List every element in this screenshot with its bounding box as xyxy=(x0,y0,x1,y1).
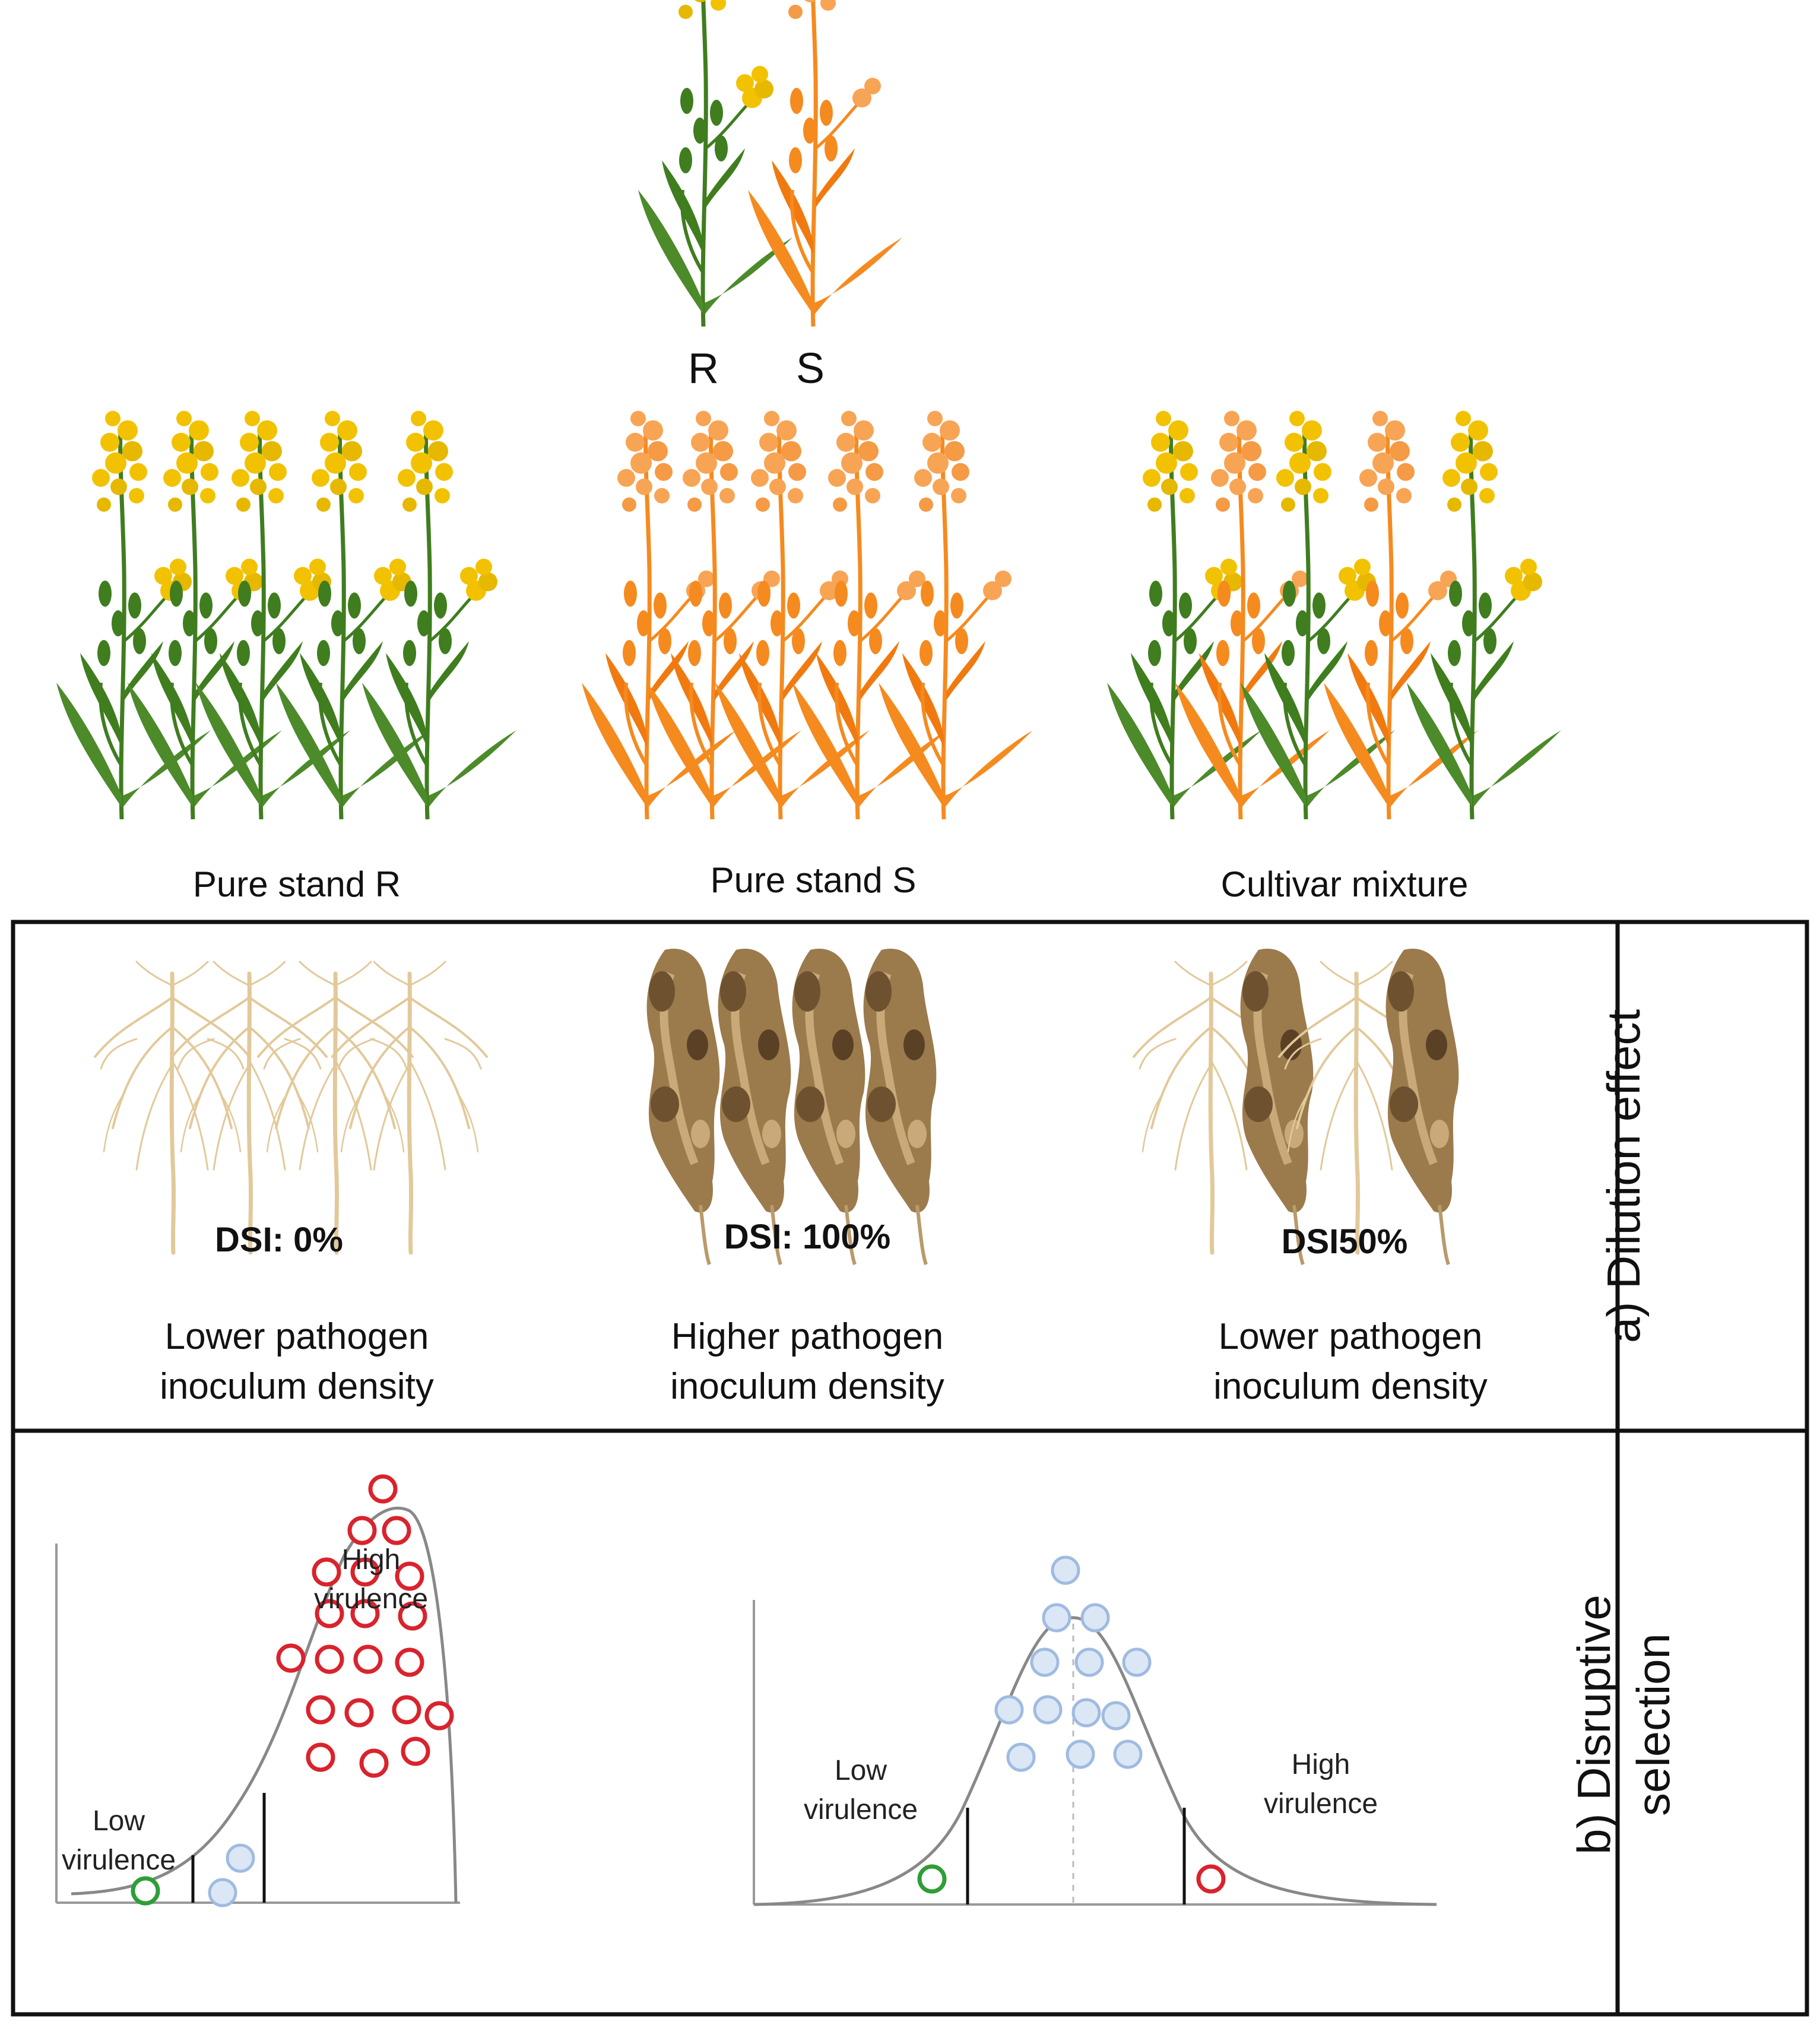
pathogen-circle-intermediate xyxy=(1082,1605,1108,1631)
pathogen-circle-low xyxy=(919,1866,944,1891)
pathogen-circle-intermediate xyxy=(1035,1697,1061,1723)
pathogen-circle-high xyxy=(362,1751,386,1776)
left-high-line2: virulence xyxy=(282,1580,460,1619)
right-high-line1: High xyxy=(1232,1745,1410,1785)
pathogen-circle-intermediate xyxy=(1103,1703,1129,1729)
stand-label-pure-s: Pure stand S xyxy=(635,860,991,901)
density-mixture-line2: inoculum density xyxy=(1143,1362,1558,1412)
healthy-root-icon xyxy=(95,962,249,1253)
dsi-pure-r: DSI: 0% xyxy=(160,1220,398,1260)
stand-label-pure-r: Pure stand R xyxy=(119,864,475,905)
density-mixture: Lower pathogen inoculum density xyxy=(1143,1312,1558,1412)
pathogen-circle-high xyxy=(308,1745,333,1770)
resistant-label: R xyxy=(677,344,730,393)
dsi-pure-s: DSI: 100% xyxy=(689,1217,926,1257)
panel-b-title: b) Disruptive selection xyxy=(1564,1517,1683,1932)
density-pure-r: Lower pathogen inoculum density xyxy=(89,1312,505,1412)
density-pure-r-line2: inoculum density xyxy=(89,1362,505,1412)
pathogen-circle-high xyxy=(370,1476,395,1501)
right-high-virulence-label: High virulence xyxy=(1232,1745,1410,1824)
right-low-line1: Low xyxy=(772,1751,950,1791)
pathogen-circle-high xyxy=(403,1739,428,1764)
stand-plant-icon xyxy=(879,411,1033,819)
density-pure-s-line1: Higher pathogen xyxy=(600,1312,1015,1362)
left-low-line2: virulence xyxy=(30,1841,208,1880)
right-high-line2: virulence xyxy=(1232,1785,1410,1824)
clubbed-root-icon xyxy=(1386,949,1459,1265)
panel-b-title-line1: b) Disruptive xyxy=(1564,1517,1624,1932)
pathogen-circle-intermediate xyxy=(1115,1741,1141,1767)
pathogen-circle-intermediate xyxy=(1044,1605,1070,1631)
pathogen-circle-high xyxy=(356,1647,381,1672)
pathogen-circle-high xyxy=(397,1650,422,1675)
left-high-virulence-label: High virulence xyxy=(282,1541,460,1619)
left-low-virulence-label: Low virulence xyxy=(30,1802,208,1880)
pathogen-circle-intermediate xyxy=(1076,1649,1102,1675)
pathogen-circle-intermediate xyxy=(227,1845,253,1871)
left-high-line1: High xyxy=(282,1541,460,1580)
pathogen-circle-intermediate xyxy=(1073,1700,1099,1726)
pathogen-circle-intermediate xyxy=(996,1697,1022,1723)
pathogen-circle-high xyxy=(347,1700,372,1725)
dsi-mixture: DSI50% xyxy=(1226,1222,1463,1262)
roots-pure-r xyxy=(95,962,487,1253)
pathogen-circle-intermediate xyxy=(1008,1744,1034,1770)
pure-stand-r-plants xyxy=(56,411,516,819)
pathogen-circle-intermediate xyxy=(1032,1649,1058,1675)
density-mixture-line1: Lower pathogen xyxy=(1143,1312,1558,1362)
resistant-plant-icon xyxy=(638,0,792,327)
stand-plant-icon xyxy=(1407,411,1561,819)
cultivar-mixture-plants xyxy=(1107,411,1561,819)
left-low-line1: Low xyxy=(30,1802,208,1841)
pathogen-circle-intermediate xyxy=(210,1880,236,1906)
pure-stand-s-plants xyxy=(582,411,1033,819)
pathogen-circle-intermediate xyxy=(1067,1741,1093,1767)
pathogen-circle-intermediate xyxy=(1052,1557,1079,1583)
stand-label-mixture: Cultivar mixture xyxy=(1166,864,1523,905)
pathogen-circle-high xyxy=(384,1518,409,1543)
pathogen-circle-low xyxy=(133,1878,158,1903)
pathogen-circle-high xyxy=(308,1697,333,1722)
pathogen-circle-high xyxy=(278,1646,303,1671)
roots-mixture xyxy=(1134,949,1458,1265)
right-low-line2: virulence xyxy=(772,1791,950,1830)
panel-a-title: a) Dilution effect xyxy=(1594,968,1653,1384)
susceptible-plant-icon xyxy=(748,0,902,327)
right-pathogen-circles xyxy=(919,1557,1223,1891)
healthy-root-icon xyxy=(172,962,326,1253)
pathogen-circle-high xyxy=(394,1697,419,1722)
panel-b-title-line2: selection xyxy=(1624,1517,1683,1932)
figure-canvas xyxy=(0,0,1820,2025)
right-low-virulence-label: Low virulence xyxy=(772,1751,950,1830)
pathogen-circle-high xyxy=(427,1703,452,1728)
right-virulence-plot xyxy=(754,1557,1437,1904)
density-pure-s: Higher pathogen inoculum density xyxy=(600,1312,1015,1412)
pathogen-circle-high xyxy=(350,1518,375,1543)
density-pure-s-line2: inoculum density xyxy=(600,1362,1015,1412)
pathogen-circle-high xyxy=(317,1647,342,1672)
density-pure-r-line1: Lower pathogen xyxy=(89,1312,505,1362)
stand-plant-icon xyxy=(362,411,516,819)
pathogen-circle-intermediate xyxy=(1124,1649,1150,1675)
panel-b-frame xyxy=(13,1431,1807,2014)
susceptible-label: S xyxy=(784,344,837,393)
pathogen-circle-high xyxy=(1198,1866,1223,1891)
healthy-root-icon xyxy=(332,962,487,1253)
